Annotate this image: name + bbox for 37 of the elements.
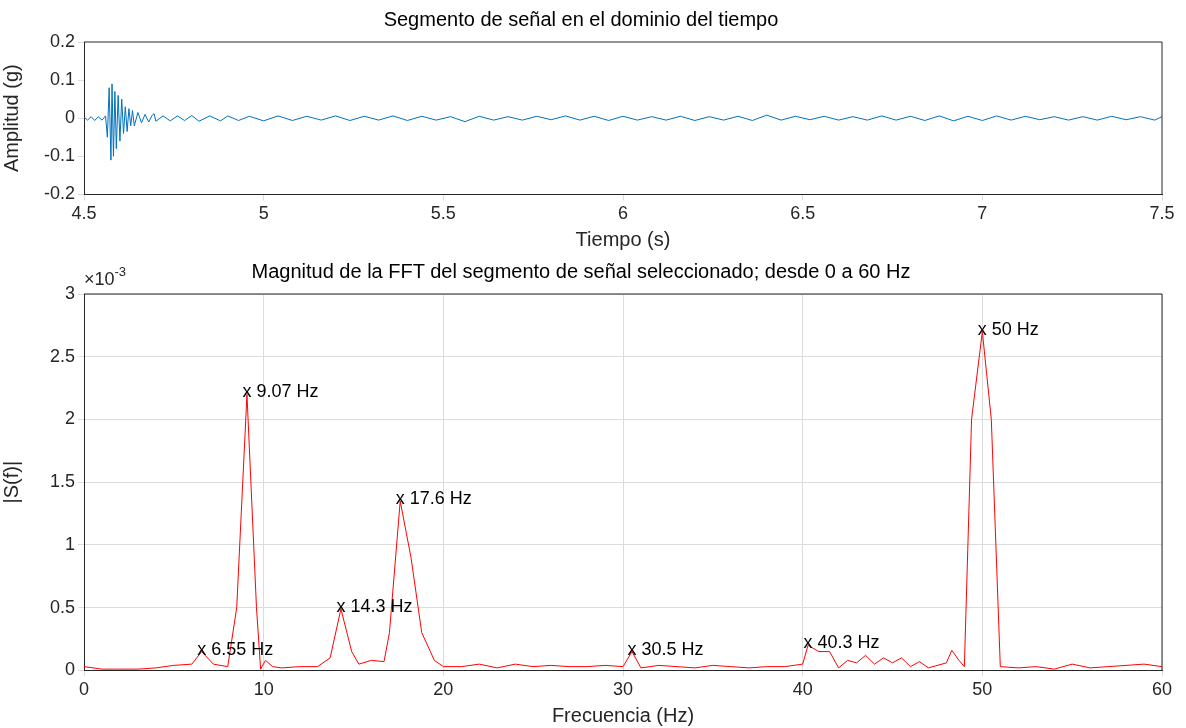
y-tick-label: 3 — [64, 282, 75, 303]
x-tick-label: 7 — [977, 203, 988, 224]
annotation: x 30.5 Hz — [627, 638, 704, 659]
x-tick-label: 5.5 — [430, 203, 456, 224]
x-tick-label: 30 — [612, 679, 634, 700]
chart-title: Segmento de señal en el dominio del tiempo — [383, 7, 779, 30]
x-tick-label: 40 — [792, 679, 813, 700]
y-tick-label: 2 — [64, 408, 75, 429]
chart-title: Magnitud de la FFT del segmento de señal seleccionado; desde 0 a 60 Hz — [251, 259, 911, 282]
x-tick-label: 6 — [617, 203, 629, 224]
x-tick-label: 10 — [253, 679, 274, 700]
y-axis-title: |S(f)| — [0, 460, 22, 504]
y-tick-label: 1.5 — [49, 471, 75, 492]
y-axis-title: Amplitud (g) — [0, 64, 22, 173]
annotation: x 14.3 Hz — [336, 595, 413, 616]
annotation: x 9.07 Hz — [242, 381, 319, 402]
y-tick-label: 1 — [64, 533, 75, 554]
y-tick-label: 0 — [64, 107, 75, 128]
y-tick-label: -0.1 — [43, 145, 75, 166]
x-tick-label: 60 — [1151, 679, 1173, 700]
x-tick-label: 20 — [433, 679, 454, 700]
y-tick-label: 2.5 — [49, 345, 75, 366]
x-axis-title: Frecuencia (Hz) — [551, 703, 695, 726]
y-tick-label: 0.2 — [49, 30, 75, 51]
x-tick-label: 7.5 — [1149, 203, 1175, 224]
x-tick-label: 4.5 — [71, 203, 97, 224]
x-axis-title: Tiempo (s) — [575, 227, 671, 250]
annotation: x 17.6 Hz — [395, 487, 472, 508]
x-tick-label: 5 — [258, 203, 269, 224]
x-tick-label: 6.5 — [790, 203, 816, 224]
x-tick-label: 0 — [78, 679, 90, 700]
x-tick-label: 50 — [972, 679, 993, 700]
y-tick-label: 0.1 — [49, 69, 75, 90]
y-tick-label: -0.2 — [43, 183, 75, 204]
y-tick-label: 0 — [64, 659, 75, 680]
y-tick-label: 0.5 — [49, 596, 75, 617]
annotation: x 50 Hz — [977, 318, 1039, 339]
